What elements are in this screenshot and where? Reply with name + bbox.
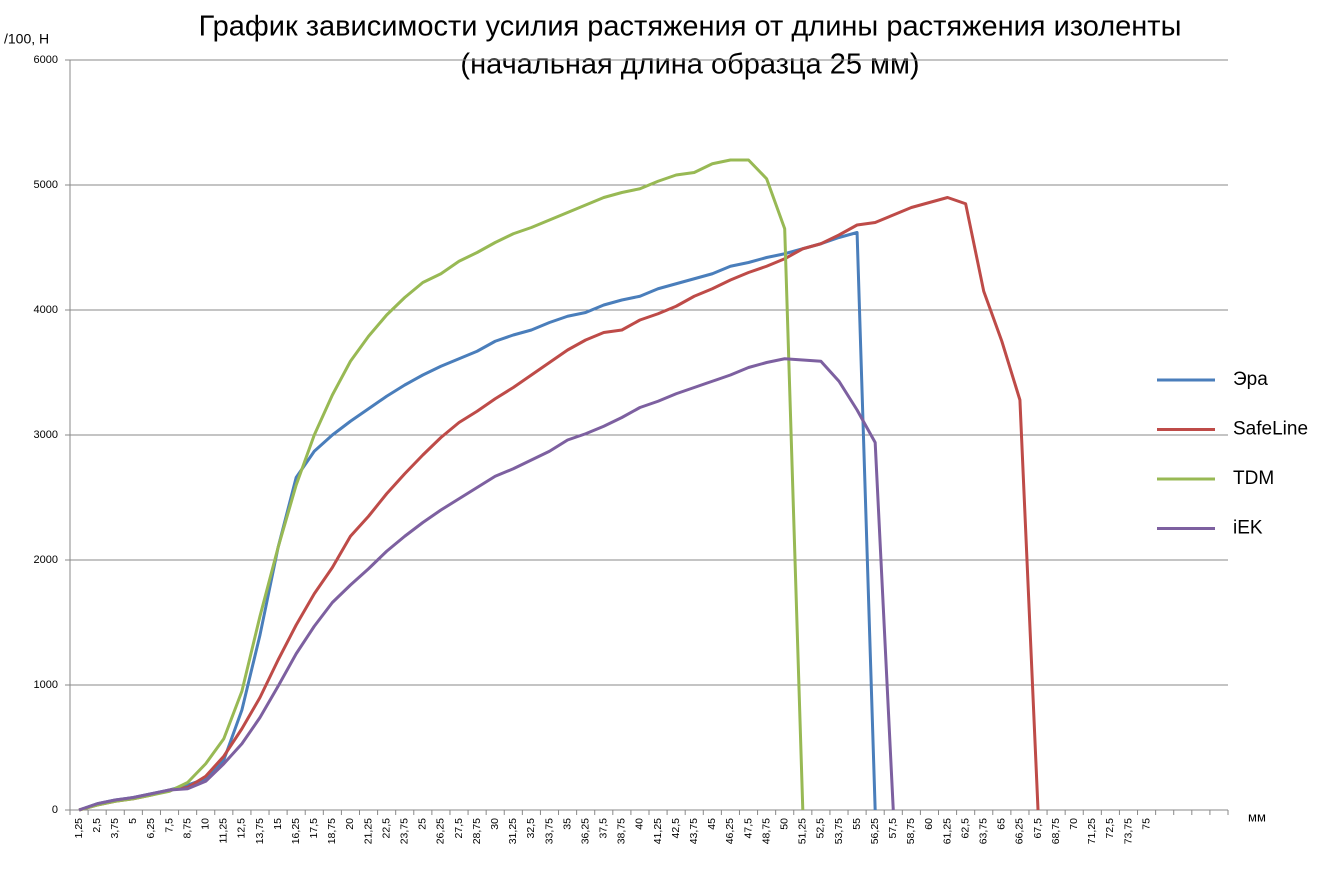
x-tick-label: 37,5 — [598, 818, 610, 839]
x-axis-label: мм — [1248, 809, 1266, 824]
x-tick-label: 36,25 — [579, 818, 591, 844]
x-tick-label: 38,75 — [616, 818, 628, 844]
x-tick-label: 47,5 — [742, 818, 754, 839]
legend-label: SafeLine — [1233, 419, 1308, 440]
x-tick-label: 23,75 — [399, 818, 411, 844]
x-tick-label: 27,5 — [453, 818, 465, 839]
y-tick-label: 1000 — [34, 679, 58, 691]
x-tick-label: 71,25 — [1086, 818, 1098, 844]
x-tick-label: 50 — [778, 818, 790, 830]
x-tick-label: 75 — [1140, 818, 1152, 830]
legend-label: iEK — [1233, 518, 1263, 539]
x-tick-label: 25 — [417, 818, 429, 830]
x-tick-label: 46,25 — [724, 818, 736, 844]
x-tick-label: 5 — [127, 818, 139, 824]
x-tick-label: 66,25 — [1014, 818, 1026, 844]
x-tick-label: 41,25 — [652, 818, 664, 844]
x-tick-label: 35 — [561, 818, 573, 830]
y-tick-label: 6000 — [34, 54, 58, 66]
x-tick-label: 40 — [634, 818, 646, 830]
x-tick-label: 1,25 — [73, 818, 85, 839]
x-tick-label: 61,25 — [941, 818, 953, 844]
x-tick-label: 51,25 — [797, 818, 809, 844]
x-tick-label: 20 — [344, 818, 356, 830]
x-tick-label: 15 — [272, 818, 284, 830]
x-tick-label: 48,75 — [760, 818, 772, 844]
x-tick-label: 31,25 — [507, 818, 519, 844]
x-tick-label: 12,5 — [236, 818, 248, 839]
x-tick-label: 53,75 — [833, 818, 845, 844]
x-tick-label: 70 — [1068, 818, 1080, 830]
y-tick-label: 5000 — [34, 179, 58, 191]
x-tick-label: 62,5 — [959, 818, 971, 839]
series-line — [78, 231, 877, 812]
y-tick-label: 4000 — [34, 304, 58, 316]
x-tick-label: 13,75 — [254, 818, 266, 844]
x-tick-label: 33,75 — [543, 818, 555, 844]
legend-label: Эра — [1233, 369, 1268, 390]
x-tick-label: 68,75 — [1050, 818, 1062, 844]
x-tick-label: 73,75 — [1122, 818, 1134, 844]
x-tick-label: 67,5 — [1032, 818, 1044, 839]
x-tick-label: 60 — [923, 818, 935, 830]
x-tick-label: 7,5 — [163, 818, 175, 833]
x-tick-label: 8,75 — [181, 818, 193, 839]
x-tick-label: 17,5 — [308, 818, 320, 839]
x-tick-label: 43,75 — [688, 818, 700, 844]
x-tick-label: 58,75 — [905, 818, 917, 844]
x-tick-label: 52,5 — [815, 818, 827, 839]
y-tick-label: 0 — [52, 804, 58, 816]
x-tick-label: 22,5 — [380, 818, 392, 839]
x-tick-label: 10 — [199, 818, 211, 830]
x-tick-label: 21,25 — [362, 818, 374, 844]
x-tick-label: 65 — [996, 818, 1008, 830]
x-tick-label: 56,25 — [869, 818, 881, 844]
x-tick-label: 72,5 — [1104, 818, 1116, 839]
chart-title: График зависимости усилия растяжения от … — [199, 11, 1182, 43]
x-tick-label: 6,25 — [145, 818, 157, 839]
x-tick-label: 16,25 — [290, 818, 302, 844]
x-tick-label: 26,25 — [435, 818, 447, 844]
series-line — [78, 357, 895, 812]
x-tick-label: 30 — [489, 818, 501, 830]
series-line — [78, 196, 1040, 812]
x-tick-label: 18,75 — [326, 818, 338, 844]
x-tick-label: 45 — [706, 818, 718, 830]
x-tick-label: 55 — [851, 818, 863, 830]
series-line — [78, 158, 805, 812]
x-tick-label: 11,25 — [218, 818, 230, 844]
legend-label: TDM — [1233, 468, 1274, 489]
y-tick-label: 2000 — [34, 554, 58, 566]
x-tick-label: 3,75 — [109, 818, 121, 839]
x-tick-label: 63,75 — [978, 818, 990, 844]
x-tick-label: 57,5 — [887, 818, 899, 839]
x-tick-label: 32,5 — [525, 818, 537, 839]
x-tick-label: 42,5 — [670, 818, 682, 839]
chart-title: (начальная длина образца 25 мм) — [460, 49, 919, 81]
x-tick-label: 2,5 — [91, 818, 103, 833]
x-tick-label: 28,75 — [471, 818, 483, 844]
y-tick-label: 3000 — [34, 429, 58, 441]
y-axis-label: /100, Н — [4, 31, 49, 47]
